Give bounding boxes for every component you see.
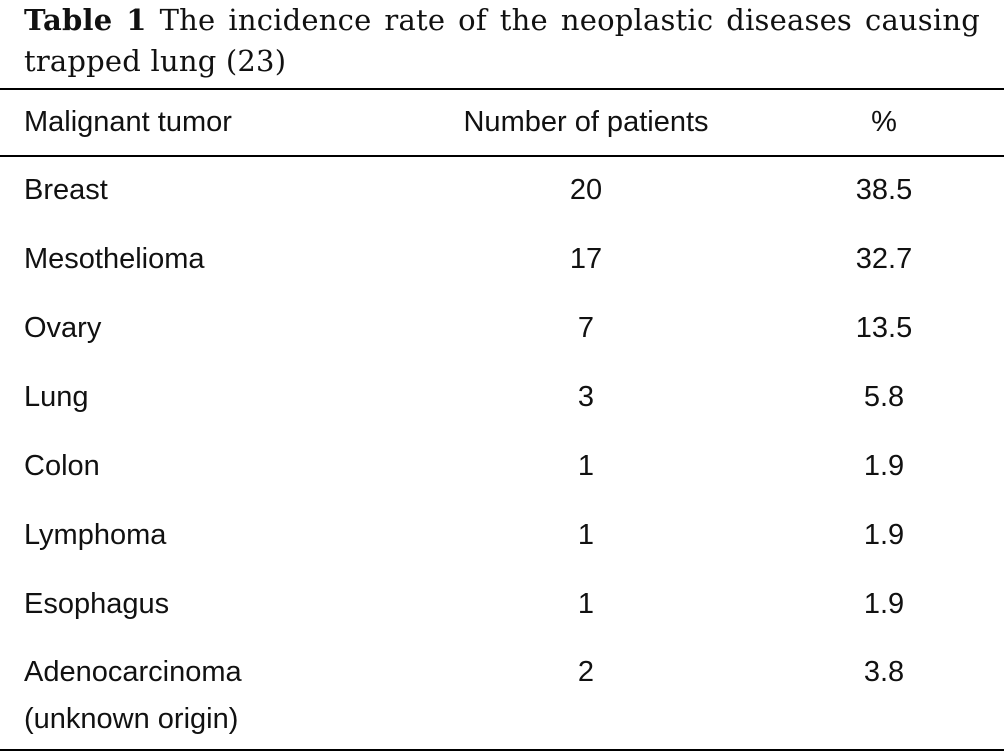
row-tumor-name-line2: (unknown origin) [24, 703, 239, 735]
row-tumor-name: Breast [24, 174, 108, 206]
row-percent: 13.5 [855, 312, 913, 344]
table-caption-label: Table 1 [24, 3, 147, 37]
row-tumor-name: Lymphoma [24, 519, 167, 551]
row-percent: 32.7 [855, 243, 913, 275]
row-tumor-name: Lung [24, 381, 89, 413]
row-patient-count: 1 [577, 519, 595, 551]
row-percent: 5.8 [863, 381, 905, 413]
row-tumor-name: Ovary [24, 312, 102, 344]
row-patient-count: 20 [569, 174, 603, 206]
row-tumor-name-line1: Adenocarcinoma [24, 656, 242, 688]
table-caption: Table 1 The incidence rate of the neopla… [24, 0, 980, 82]
row-patient-count: 3 [577, 381, 595, 413]
table-bottom-rule [0, 749, 1004, 751]
row-patient-count: 17 [569, 243, 603, 275]
row-patient-count: 1 [577, 450, 595, 482]
header-malignant-tumor: Malignant tumor [24, 106, 232, 138]
row-tumor-name: Mesothelioma [24, 243, 205, 275]
row-percent: 1.9 [863, 450, 905, 482]
row-patient-count: 7 [577, 312, 595, 344]
table-top-rule [0, 88, 1004, 90]
header-percent: % [871, 106, 897, 138]
row-percent: 38.5 [855, 174, 913, 206]
table-header-rule [0, 155, 1004, 157]
row-tumor-name: Esophagus [24, 588, 170, 620]
row-patient-count: 2 [577, 656, 595, 688]
row-patient-count: 1 [577, 588, 595, 620]
row-percent: 3.8 [863, 656, 905, 688]
row-percent: 1.9 [863, 588, 905, 620]
row-percent: 1.9 [863, 519, 905, 551]
header-number-of-patients: Number of patients [463, 106, 709, 138]
row-tumor-name: Colon [24, 450, 100, 482]
table-caption-text: The incidence rate of the neoplastic dis… [24, 3, 981, 78]
